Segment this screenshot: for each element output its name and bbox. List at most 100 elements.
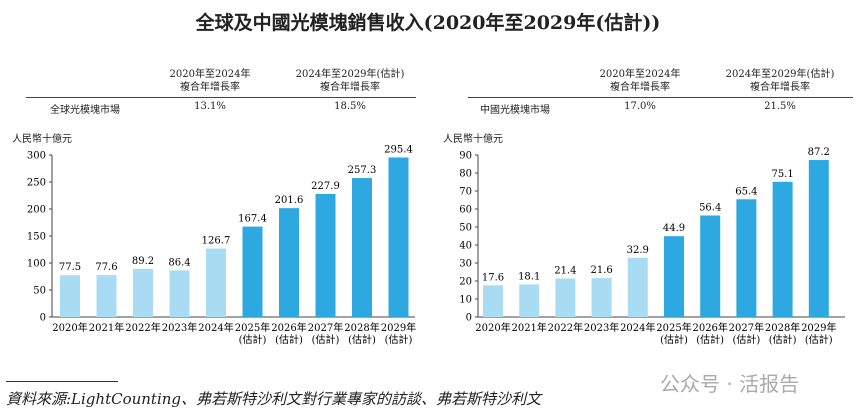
data-label: 257.3 [348, 165, 377, 176]
y-tick-label: 200 [27, 205, 46, 216]
data-label: 86.4 [168, 257, 190, 268]
x-tick-label: 2022年 [548, 321, 583, 334]
bar [591, 278, 612, 317]
x-tick-label: 2029年 [801, 321, 836, 334]
page-title: 全球及中國光模塊銷售收入(2020年至2029年(估計)) [195, 12, 661, 34]
data-label: 201.6 [275, 195, 304, 206]
y-tick-label: 70 [459, 187, 472, 198]
bar [96, 275, 117, 317]
cagr-value-2: 21.5% [764, 101, 796, 112]
y-tick-label: 60 [459, 205, 472, 216]
x-tick-label: 2024年 [198, 321, 233, 334]
x-tick-label: (估計) [732, 333, 760, 346]
y-tick-label: 50 [33, 286, 46, 297]
data-label: 21.4 [554, 265, 576, 276]
x-tick-label: 2028年 [344, 321, 379, 334]
source-divider [6, 381, 118, 382]
cagr-value-2: 18.5% [334, 101, 366, 112]
cagr-value-1: 17.0% [624, 101, 656, 112]
x-tick-label: 2020年 [52, 321, 87, 334]
data-label: 167.4 [238, 214, 267, 225]
data-label: 75.1 [771, 169, 793, 180]
left-y-unit: 人民幣十億元 [12, 134, 72, 145]
x-tick-label: 2028年 [765, 321, 800, 334]
bar [279, 208, 299, 317]
source-note: 資料來源:LightCounting、弗若斯特沙利文對行業專家的訪談、弗若斯特沙… [6, 390, 542, 408]
data-label: 56.4 [699, 202, 721, 213]
bar [772, 181, 793, 317]
x-tick-label: 2027年 [308, 321, 343, 334]
bar [627, 257, 648, 317]
divider [26, 97, 416, 98]
data-label: 17.6 [482, 272, 504, 283]
data-label: 126.7 [202, 236, 231, 247]
x-tick-label: 2023年 [162, 321, 197, 334]
cagr-header-2: 2024年至2029年(估計) 複合年增長率 [295, 69, 405, 93]
data-label: 77.6 [95, 262, 117, 273]
row-label: 全球光模塊市場 [50, 105, 120, 116]
x-tick-label: (估計) [348, 333, 376, 346]
x-tick-label: 2029年 [381, 321, 416, 334]
bar [133, 268, 153, 317]
cagr-header-2: 2024年至2029年(估計) 複合年增長率 [725, 69, 835, 93]
x-tick-label: (估計) [660, 333, 688, 346]
x-tick-label: (估計) [696, 333, 724, 346]
y-tick-label: 0 [40, 313, 46, 324]
data-label: 89.2 [132, 256, 154, 267]
watermark: 公众号 · 活报告 [660, 372, 800, 396]
y-tick-label: 90 [459, 151, 472, 162]
x-tick-label: (估計) [385, 333, 413, 346]
bar [700, 215, 721, 317]
bar [555, 278, 576, 317]
y-tick-label: 50 [459, 223, 472, 234]
data-label: 21.6 [590, 265, 612, 276]
x-tick-label: (估計) [769, 333, 797, 346]
x-tick-label: 2020年 [475, 321, 510, 334]
bar [519, 284, 540, 317]
bar [388, 157, 409, 317]
bar [315, 193, 336, 317]
x-tick-label: 2024年 [620, 321, 655, 334]
x-tick-label: (估計) [805, 333, 833, 346]
left-cagr-table: 2020年至2024年 複合年增長率 2024年至2029年(估計) 複合年增長… [0, 68, 420, 118]
bar [808, 160, 829, 317]
bar [736, 199, 757, 317]
data-label: 87.2 [808, 147, 830, 158]
data-label: 77.5 [59, 262, 81, 273]
cagr-header-1: 2020年至2024年 複合年增長率 [599, 69, 681, 93]
x-tick-label: 2023年 [584, 321, 619, 334]
cagr-header-1: 2020年至2024年 複合年增長率 [169, 69, 251, 93]
x-tick-label: 2025年 [656, 321, 691, 334]
right-cagr-table: 2020年至2024年 複合年增長率 2024年至2029年(估計) 複合年增長… [440, 68, 856, 118]
y-tick-label: 10 [459, 295, 472, 306]
y-tick-label: 40 [459, 241, 472, 252]
y-tick-label: 300 [27, 151, 46, 162]
y-tick-label: 20 [459, 277, 472, 288]
right-y-unit: 人民幣十億元 [443, 134, 503, 145]
bar [60, 275, 80, 317]
data-label: 65.4 [735, 186, 757, 197]
bar [483, 285, 503, 317]
x-tick-label: 2026年 [271, 321, 306, 334]
y-tick-label: 30 [459, 259, 472, 270]
y-tick-label: 0 [466, 313, 472, 324]
data-label: 32.9 [627, 245, 649, 256]
x-tick-label: 2021年 [89, 321, 124, 334]
data-label: 18.1 [518, 271, 540, 282]
data-label: 44.9 [663, 223, 685, 234]
row-label: 中國光模塊市場 [480, 105, 550, 116]
x-tick-label: 2026年 [692, 321, 727, 334]
y-tick-label: 250 [27, 178, 46, 189]
x-tick-label: 2025年 [235, 321, 270, 334]
bar [664, 236, 684, 317]
y-tick-label: 80 [459, 169, 472, 180]
y-tick-label: 100 [27, 259, 46, 270]
x-tick-label: 2022年 [125, 321, 160, 334]
bar [206, 248, 226, 317]
divider [468, 97, 853, 98]
x-tick-label: 2027年 [729, 321, 764, 334]
data-label: 295.4 [384, 144, 413, 155]
x-tick-label: (估計) [239, 333, 267, 346]
y-tick-label: 150 [27, 232, 46, 243]
